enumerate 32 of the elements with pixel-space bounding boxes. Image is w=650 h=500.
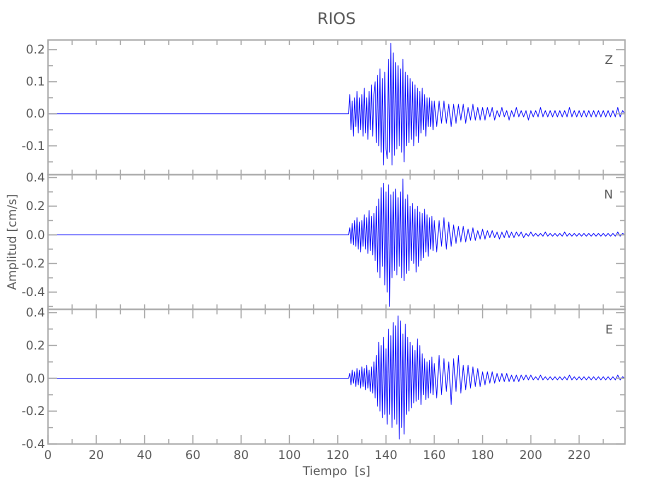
y-tick-label: 0.0 (26, 371, 45, 386)
x-tick-label: 220 (568, 448, 591, 462)
y-tick-label: 0.2 (26, 42, 45, 57)
x-tick-label: 140 (374, 448, 398, 462)
y-tick-label: -0.4 (22, 285, 45, 300)
x-tick-label: 180 (471, 448, 494, 462)
y-tick-label: 0.0 (26, 106, 45, 121)
y-tick-label: -0.1 (22, 138, 45, 153)
y-tick-label: 0.4 (26, 306, 45, 320)
y-tick-label: 0.4 (26, 170, 45, 185)
x-tick-label: 100 (278, 448, 301, 462)
x-axis-title: Tiempo [s] (302, 464, 370, 478)
x-tick-label: 0 (44, 448, 52, 462)
annotation: E (605, 322, 613, 336)
x-tick-label: 60 (185, 448, 200, 462)
annotation: Z (604, 53, 613, 67)
y-axis-title: Amplitud [cm/s] (5, 194, 19, 290)
x-tick-label: 120 (326, 448, 350, 462)
y-tick-label: -0.2 (22, 404, 45, 418)
y-tick-label: 0.2 (26, 338, 45, 352)
x-tick-label: 20 (88, 448, 104, 462)
x-tick-label: 200 (519, 448, 542, 462)
x-tick-label: 80 (233, 448, 249, 462)
annotation: N (604, 188, 613, 202)
y-tick-label: 0.0 (26, 228, 45, 242)
y-tick-label: 0.2 (26, 199, 45, 214)
x-tick-label: 160 (422, 448, 446, 462)
chart-title: RIOS (317, 9, 356, 28)
y-tick-label: -0.4 (22, 437, 45, 451)
y-tick-label: 0.1 (26, 74, 45, 89)
x-tick-label: 40 (136, 448, 152, 462)
y-tick-label: -0.2 (22, 256, 45, 270)
